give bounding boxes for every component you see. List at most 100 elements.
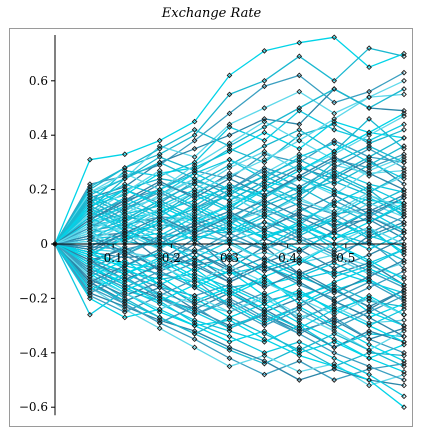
point-69-9 [331, 349, 338, 356]
point-92-3 [121, 175, 128, 182]
point-41-9 [331, 227, 338, 234]
point-39-7 [261, 165, 268, 171]
point-11-7 [261, 184, 268, 190]
point-90-2 [87, 208, 93, 215]
point-101-4 [156, 213, 163, 220]
point-96-7 [261, 309, 268, 315]
point-67-2 [87, 254, 93, 261]
point-98-9 [331, 330, 338, 337]
point-22-6 [226, 257, 233, 264]
point-6-6 [226, 124, 233, 130]
point-78-4 [156, 238, 163, 245]
point-65-4 [156, 284, 163, 291]
point-97-6 [226, 203, 233, 209]
point-96-5 [191, 309, 198, 315]
point-32-7 [261, 360, 268, 367]
point-99-2 [87, 235, 93, 242]
point-82-6 [226, 309, 233, 315]
point-63-9 [331, 295, 338, 302]
point-89-10 [366, 314, 372, 321]
point-58-5 [191, 224, 198, 231]
point-31-6 [226, 339, 233, 345]
point-89-7 [261, 262, 268, 269]
point-34-3 [121, 306, 128, 313]
point-86-8 [296, 162, 303, 168]
point-92-8 [296, 156, 303, 163]
point-96-2 [87, 260, 93, 266]
point-5-11 [401, 107, 407, 114]
point-3-2 [87, 181, 93, 187]
point-58-11 [401, 260, 407, 266]
point-95-10 [366, 170, 372, 177]
point-26-5 [191, 271, 198, 277]
point-41-8 [296, 249, 303, 255]
point-32-8 [296, 344, 303, 351]
point-40-11 [401, 173, 407, 179]
point-82-7 [261, 292, 268, 299]
point-98-8 [296, 347, 303, 353]
point-2-10 [366, 45, 372, 51]
point-91-5 [191, 203, 198, 209]
point-34-11 [401, 371, 407, 378]
point-29-6 [226, 322, 233, 329]
point-78-5 [191, 254, 198, 261]
point-100-10 [366, 224, 372, 231]
point-32-6 [226, 347, 233, 353]
point-99-11 [401, 284, 407, 291]
point-88-7 [261, 156, 268, 163]
point-80-11 [401, 86, 407, 92]
point-64-5 [191, 186, 198, 193]
point-7-7 [261, 129, 268, 136]
point-96-10 [366, 322, 372, 329]
point-53-6 [226, 276, 233, 283]
point-95-11 [401, 186, 407, 193]
point-55-3 [121, 287, 128, 294]
point-80-7 [261, 124, 268, 130]
point-73-4 [156, 298, 163, 304]
point-88-5 [191, 189, 198, 196]
point-6-4 [156, 173, 163, 179]
point-24-11 [401, 290, 407, 296]
point-95-9 [331, 154, 338, 160]
point-68-4 [156, 200, 163, 207]
point-10-8 [296, 151, 303, 158]
point-72-5 [191, 238, 198, 245]
point-26-3 [121, 268, 128, 275]
point-75-11 [401, 322, 407, 329]
point-79-10 [366, 355, 372, 362]
point-75-2 [87, 292, 93, 299]
point-46-8 [296, 175, 303, 182]
point-64-3 [121, 189, 128, 196]
point-36-2 [87, 311, 93, 318]
point-89-6 [226, 279, 233, 285]
point-93-3 [121, 284, 128, 291]
point-94-3 [121, 246, 128, 253]
point-30-5 [191, 317, 198, 323]
point-94-11 [401, 311, 407, 318]
point-78-11 [401, 295, 407, 302]
point-13-9 [331, 189, 338, 196]
point-71-5 [191, 222, 198, 228]
point-39-5 [191, 178, 198, 185]
point-34-7 [261, 352, 268, 359]
point-63-10 [366, 279, 372, 285]
point-56-8 [296, 189, 303, 196]
point-24-6 [226, 271, 233, 277]
point-54-11 [401, 227, 407, 234]
point-33-9 [331, 377, 338, 383]
point-28-8 [296, 314, 303, 321]
point-59-10 [366, 328, 372, 334]
point-65-10 [366, 306, 372, 313]
point-16-7 [261, 208, 268, 215]
point-77-9 [331, 287, 338, 294]
point-63-2 [87, 271, 93, 277]
point-97-3 [121, 186, 128, 193]
point-42-6 [226, 246, 233, 253]
point-93-4 [156, 268, 163, 275]
point-86-11 [401, 143, 407, 149]
point-41-6 [226, 254, 233, 261]
point-99-9 [331, 252, 338, 258]
point-55-9 [331, 309, 338, 315]
point-87-9 [331, 211, 338, 217]
point-49-4 [156, 260, 163, 266]
